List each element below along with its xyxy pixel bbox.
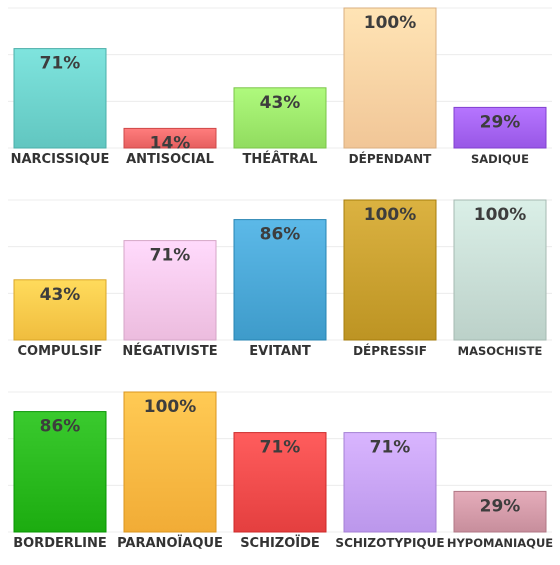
- data-label: 86%: [40, 417, 81, 437]
- category-label: DÉPRESSIF: [353, 343, 427, 358]
- bar-théâtral: [233, 87, 327, 149]
- data-label: 100%: [364, 13, 417, 33]
- category-label: SADIQUE: [471, 152, 529, 166]
- data-label: 71%: [370, 438, 411, 458]
- data-label: 14%: [150, 133, 191, 153]
- category-label: EVITANT: [249, 344, 311, 359]
- category-label: THÉÂTRAL: [243, 151, 318, 167]
- data-label: 71%: [260, 438, 301, 458]
- chart-panel-3: 86% BORDERLINE 100% PARANOÏAQUE 71% SCHIZOÏDE…: [8, 391, 553, 551]
- bar-dépendant: [343, 7, 437, 149]
- data-label: 100%: [144, 397, 197, 417]
- category-label: DÉPENDANT: [349, 151, 432, 166]
- category-label: COMPULSIF: [18, 344, 103, 359]
- category-label: NARCISSIQUE: [11, 152, 110, 167]
- bar-sadique: [453, 106, 547, 149]
- category-label: HYPOMANIAQUE: [447, 536, 553, 550]
- data-label: 100%: [474, 205, 527, 225]
- bar-paranoïaque: [123, 391, 217, 533]
- category-label: SCHIZOTYPIQUE: [335, 536, 444, 550]
- data-label: 86%: [260, 225, 301, 245]
- category-label: NÉGATIVISTE: [122, 343, 217, 359]
- bar-schizoïde: [233, 432, 327, 533]
- data-label: 71%: [40, 54, 81, 74]
- bar-schizotypique: [343, 432, 437, 533]
- bar-narcissique: [13, 48, 107, 149]
- bar-compulsif: [13, 279, 107, 341]
- bar-masochiste: [453, 199, 547, 341]
- category-label: PARANOÏAQUE: [117, 535, 223, 551]
- chart-panel-1: 71% NARCISSIQUE 14%ANTISOCIAL 43% THÉÂTRAL 10…: [8, 7, 552, 167]
- data-label: 43%: [260, 93, 301, 113]
- data-label: 100%: [364, 205, 417, 225]
- category-label: ANTISOCIAL: [126, 152, 214, 167]
- data-label: 43%: [40, 285, 81, 305]
- bar-evitant: [233, 219, 327, 341]
- category-label: MASOCHISTE: [458, 344, 543, 358]
- data-label: 29%: [480, 496, 521, 516]
- data-label: 71%: [150, 246, 191, 266]
- bar-borderline: [13, 411, 107, 533]
- bar-hypomaniaque: [453, 490, 547, 533]
- chart-panel-2: 43% COMPULSIF 71% NÉGATIVISTE 86% EVITANT 100%…: [8, 199, 552, 359]
- bar-négativiste: [123, 240, 217, 341]
- category-label: SCHIZOÏDE: [240, 535, 320, 551]
- bar-dépressif: [343, 199, 437, 341]
- data-label: 29%: [480, 112, 521, 132]
- bar-antisocial: [123, 127, 217, 149]
- category-label: BORDERLINE: [13, 536, 107, 551]
